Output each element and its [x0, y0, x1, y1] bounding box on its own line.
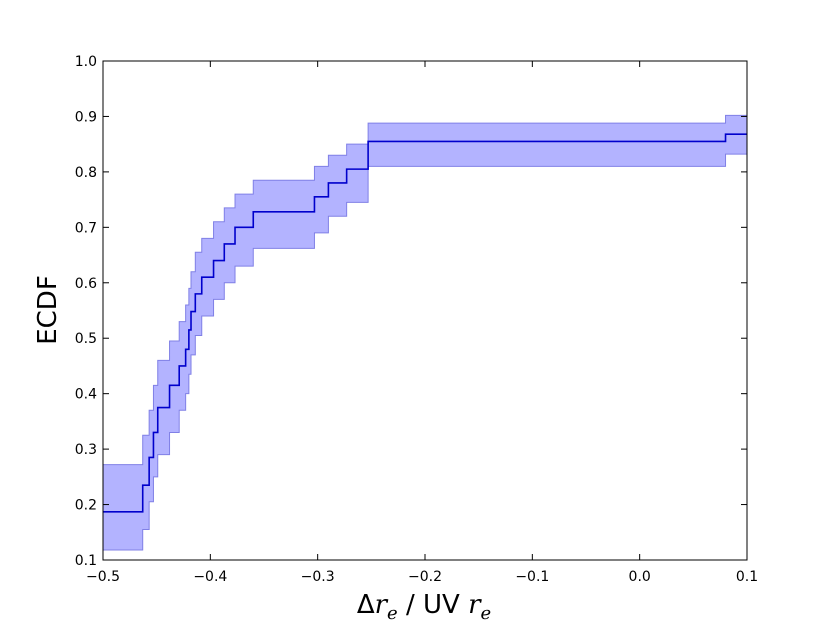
confidence-band-layer — [102, 114, 748, 551]
x-axis-label-sub2: e — [481, 603, 492, 623]
x-axis-label-var2: r — [468, 590, 482, 620]
y-tick-label: 0.2 — [75, 498, 97, 514]
x-tick-label: −0.1 — [515, 569, 549, 585]
x-tick-label: −0.2 — [408, 569, 442, 585]
confidence-band — [102, 114, 748, 551]
y-tick-label: 0.7 — [75, 220, 97, 236]
x-tick-label: 0.0 — [629, 569, 651, 585]
x-tick-label: −0.4 — [193, 569, 227, 585]
x-axis-label-var1: r — [375, 590, 389, 620]
ecdf-step-line — [103, 133, 747, 513]
x-axis-label-mid: / UV — [398, 590, 468, 620]
y-tick-label: 0.6 — [75, 276, 97, 292]
y-tick-label: 1.0 — [75, 54, 97, 70]
y-tick-label: 0.1 — [75, 553, 97, 569]
x-tick-label: −0.5 — [86, 569, 120, 585]
y-tick-label: 0.4 — [75, 387, 97, 403]
x-axis-label-delta: Δ — [357, 590, 375, 620]
x-tick-label: 0.1 — [736, 569, 758, 585]
x-tick-label: −0.3 — [301, 569, 335, 585]
y-tick-label: 0.5 — [75, 331, 97, 347]
ecdf-line-layer — [103, 133, 747, 513]
y-tick-label: 0.3 — [75, 442, 97, 458]
x-axis-label: Δre / UV re — [357, 590, 491, 623]
y-tick-label: 0.9 — [75, 109, 97, 125]
tick-layer: −0.5 −0.4 −0.3 −0.2 −0.1 0.0 0.1 0.1 0.2 0.3 0.4 0.… — [75, 54, 758, 585]
y-tick-label: 0.8 — [75, 165, 97, 181]
x-axis-label-sub1: e — [387, 603, 398, 623]
y-axis-label: ECDF — [33, 275, 63, 345]
